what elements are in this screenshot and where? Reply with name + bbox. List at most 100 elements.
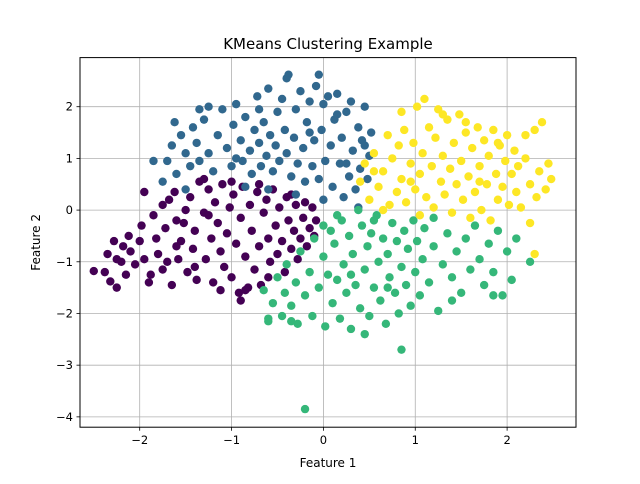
scatter-point-cluster-3 (400, 125, 409, 135)
scatter-point-cluster-0 (273, 249, 282, 259)
scatter-point-cluster-3 (394, 141, 403, 150)
scatter-point-cluster-0 (280, 267, 290, 277)
scatter-point-cluster-1 (317, 125, 326, 135)
scatter-point-cluster-1 (195, 156, 204, 166)
scatter-point-cluster-1 (227, 161, 236, 171)
scatter-point-cluster-2 (420, 223, 429, 233)
scatter-point-cluster-2 (409, 216, 418, 225)
scatter-point-cluster-0 (186, 192, 195, 202)
scatter-point-cluster-2 (348, 249, 357, 259)
scatter-point-cluster-2 (493, 226, 503, 235)
scatter-point-cluster-2 (330, 239, 339, 248)
scatter-point-cluster-0 (174, 255, 183, 264)
scatter-point-cluster-3 (544, 159, 553, 168)
y-axis-label: Feature 2 (29, 214, 43, 271)
scatter-point-cluster-2 (376, 296, 385, 305)
scatter-point-cluster-3 (475, 161, 484, 171)
scatter-point-cluster-0 (293, 255, 302, 264)
scatter-point-cluster-3 (415, 169, 425, 179)
scatter-point-cluster-1 (302, 118, 312, 127)
scatter-point-cluster-1 (158, 177, 167, 186)
scatter-point-cluster-1 (351, 185, 360, 194)
scatter-point-cluster-0 (172, 216, 181, 225)
scatter-point-cluster-3 (458, 195, 468, 204)
scatter-point-cluster-0 (287, 244, 296, 254)
scatter-point-cluster-1 (247, 169, 256, 179)
scatter-point-cluster-3 (412, 102, 422, 111)
scatter-point-cluster-1 (238, 156, 247, 166)
scatter-point-cluster-2 (412, 236, 422, 246)
scatter-point-cluster-3 (475, 177, 484, 186)
scatter-point-cluster-3 (530, 125, 539, 135)
scatter-point-cluster-3 (466, 213, 475, 223)
scatter-point-cluster-0 (190, 226, 200, 235)
scatter-point-cluster-1 (319, 99, 328, 109)
scatter-point-cluster-3 (383, 130, 392, 140)
scatter-point-cluster-2 (502, 247, 512, 256)
scatter-point-cluster-3 (532, 192, 541, 202)
y-tick-label: 2 (66, 100, 73, 114)
scatter-point-cluster-0 (106, 277, 115, 286)
scatter-point-cluster-0 (305, 223, 314, 233)
scatter-point-cluster-3 (369, 149, 379, 158)
scatter-point-cluster-0 (250, 265, 259, 274)
scatter-point-cluster-1 (339, 192, 348, 202)
scatter-point-cluster-2 (369, 283, 379, 292)
scatter-point-cluster-0 (153, 249, 163, 259)
scatter-point-cluster-0 (208, 278, 218, 287)
scatter-point-cluster-1 (319, 195, 328, 204)
scatter-point-cluster-1 (360, 141, 369, 150)
scatter-point-cluster-2 (388, 218, 397, 228)
scatter-point-cluster-0 (149, 211, 158, 220)
scatter-point-cluster-2 (489, 291, 498, 300)
scatter-point-cluster-1 (277, 94, 287, 104)
scatter-point-cluster-0 (241, 286, 250, 295)
scatter-point-cluster-3 (464, 172, 473, 181)
scatter-point-cluster-2 (447, 296, 457, 305)
scatter-point-cluster-1 (163, 156, 172, 166)
scatter-point-cluster-1 (363, 174, 372, 184)
scatter-point-cluster-1 (208, 167, 218, 176)
scatter-point-cluster-2 (475, 255, 484, 264)
scatter-point-cluster-2 (394, 309, 403, 318)
scatter-point-cluster-3 (513, 161, 523, 171)
scatter-point-cluster-3 (411, 185, 420, 194)
scatter-point-cluster-3 (530, 249, 539, 259)
scatter-point-cluster-0 (201, 255, 211, 264)
scatter-point-cluster-1 (199, 115, 209, 124)
scatter-point-cluster-3 (504, 200, 514, 210)
scatter-point-cluster-1 (291, 105, 301, 114)
scatter-point-cluster-3 (456, 156, 466, 166)
scatter-point-cluster-0 (210, 198, 220, 207)
scatter-point-cluster-0 (204, 185, 213, 194)
scatter-point-cluster-2 (438, 260, 448, 269)
scatter-point-cluster-0 (135, 236, 144, 246)
scatter-point-cluster-3 (401, 198, 411, 207)
scatter-point-cluster-1 (172, 169, 181, 179)
scatter-point-cluster-0 (234, 288, 244, 297)
scatter-point-cluster-0 (296, 234, 305, 243)
scatter-point-cluster-3 (521, 130, 530, 140)
scatter-point-cluster-1 (259, 118, 268, 127)
scatter-point-cluster-2 (392, 236, 402, 246)
scatter-point-cluster-0 (254, 180, 264, 189)
scatter-point-cluster-3 (418, 149, 427, 158)
scatter-point-cluster-0 (227, 273, 236, 282)
scatter-point-cluster-1 (305, 128, 314, 137)
scatter-point-cluster-0 (302, 242, 312, 251)
scatter-point-cluster-0 (121, 270, 131, 279)
plot-frame (79, 57, 577, 428)
scatter-point-cluster-0 (222, 229, 232, 238)
scatter-point-cluster-3 (447, 208, 457, 217)
y-tick-label: 1 (66, 151, 73, 165)
scatter-point-cluster-1 (332, 89, 342, 98)
scatter-point-cluster-1 (170, 118, 179, 127)
scatter-point-cluster-3 (501, 156, 510, 166)
scatter-point-cluster-1 (344, 172, 354, 181)
scatter-point-cluster-3 (461, 118, 470, 127)
scatter-point-cluster-2 (447, 273, 457, 282)
scatter-point-cluster-2 (323, 270, 333, 279)
scatter-point-cluster-1 (291, 190, 301, 199)
scatter-point-cluster-1 (186, 161, 195, 171)
scatter-point-cluster-3 (486, 216, 495, 225)
